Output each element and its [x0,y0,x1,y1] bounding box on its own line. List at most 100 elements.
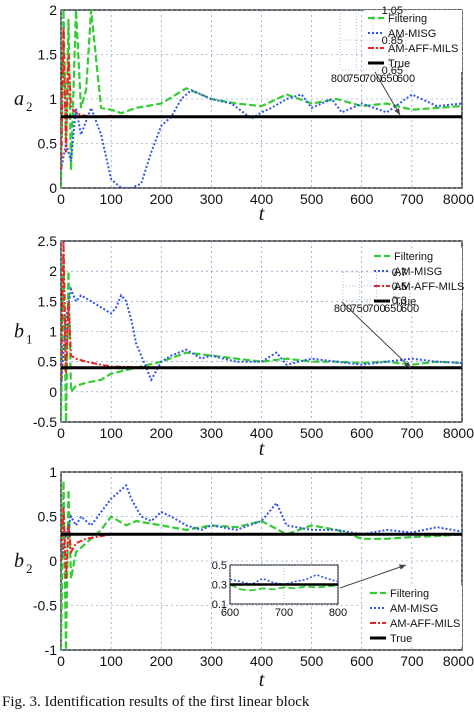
chart-panel-2: 0 100 200 300 400 500 600 700 8000-0.500.511.522… [14,233,474,460]
y-axis-label-subscript: 1 [26,332,33,347]
x-tick-label: 700 [400,425,424,441]
y-tick-label: -1 [45,642,58,658]
legend-label-am-misg: AM-MISG [388,28,436,40]
y-tick-label: 0 [49,384,57,400]
inset-x-tick-label: 750 [347,73,365,85]
x-tick-label: 300 [200,191,224,207]
y-tick-label: 2 [49,2,57,18]
inset-x-tick-label: 600 [401,303,419,315]
x-tick-label: 8000 [443,425,474,441]
x-axis-label: t [259,669,265,691]
inset-y-tick-label: 0.3 [392,295,407,307]
y-tick-label: 1.5 [38,47,58,63]
zoom-pointer-arrowhead [404,361,411,368]
y-tick-label: -0.5 [33,598,57,614]
x-tick-label: 8000 [443,653,474,669]
x-tick-label: 200 [150,653,174,669]
y-tick-label: 1 [49,324,57,340]
x-tick-label: 700 [400,653,424,669]
inset-x-tick-label: 600 [397,73,415,85]
chart-panel-3: 0 100 200 300 400 500 600 700 8000 -1 -0.5 0 0.5 1 b 2 t… [14,464,474,691]
y-tick-label: 1 [49,464,57,480]
inset-x-tick-label: 700 [275,607,293,619]
legend-label-filtering: Filtering [388,13,427,25]
x-tick-label: 0 [57,653,65,669]
inset-y-tick-label: 0.5 [392,281,407,293]
y-tick-label: -0.5 [33,414,57,430]
y-axis-label: b [14,550,24,572]
legend: Filtering AM-MISG AM-AFF-MILS True [364,10,462,72]
inset-x-tick-label: 800 [329,607,347,619]
x-tick-label: 100 [99,425,123,441]
inset-x-tick-label: 750 [351,303,369,315]
inset-zoom: 600 700 800 0.1 0.3 0.5 [212,560,347,619]
y-tick-label: 2.5 [38,233,58,249]
legend-label-am-misg: AM-MISG [394,266,442,278]
y-tick-label: 1.5 [38,293,58,309]
x-tick-label: 700 [400,191,424,207]
legend: Filtering AM-MISG AM-AFF-MILS True [366,585,462,647]
x-tick-label: 500 [300,191,324,207]
y-axis-label-subscript: 2 [26,99,33,114]
inset-x-tick-label: 650 [380,73,398,85]
inset-y-tick-label: 0.85 [382,35,403,47]
x-tick-label: 200 [150,425,174,441]
inset-x-tick-label: 600 [221,607,239,619]
legend-label-true: True [394,296,416,308]
x-tick-label: 0 [57,425,65,441]
inset-x-tick-label: 650 [384,303,402,315]
legend-label-filtering: Filtering [394,251,433,263]
x-tick-label: 300 [200,653,224,669]
legend-label-filtering: Filtering [390,588,429,600]
y-tick-label: 0.5 [38,354,58,370]
x-tick-label: 8000 [443,191,474,207]
inset-y-tick-label: 0.7 [392,267,407,279]
x-tick-label: 300 [200,425,224,441]
x-tick-label: 100 [99,653,123,669]
x-axis-label: t [259,203,265,225]
inset-y-tick-label: 1.05 [382,5,403,17]
legend-label-am-aff-mils: AM-AFF-MILS [394,281,464,293]
y-tick-label: 2 [49,263,57,279]
x-tick-label: 600 [350,653,374,669]
y-tick-label: 0 [49,553,57,569]
legend-label-am-misg: AM-MISG [390,603,438,615]
x-tick-label: 400 [250,425,274,441]
x-tick-label: 500 [300,653,324,669]
series-line-am-misg [61,88,462,188]
inset-x-tick-label: 800 [331,73,349,85]
series-line-filtering [61,480,462,650]
y-tick-label: 0 [49,180,57,196]
zoom-pointer-arrowhead [394,108,400,115]
x-axis-label: t [259,438,265,460]
zoom-pointer-arrowhead [399,564,406,570]
series-line-filtering [61,253,462,422]
legend-label-true: True [390,633,412,645]
x-tick-label: 600 [350,425,374,441]
inset-y-tick-label: 0.1 [212,599,227,611]
zoom-pointer-arrow [341,301,412,369]
y-tick-label: 0.5 [38,136,58,152]
y-axis-label: b [14,321,24,343]
inset-y-tick-label: 0.3 [212,580,227,592]
inset-series-line-filtering [230,583,338,592]
zoom-pointer-arrow [374,71,401,116]
y-axis-label-subscript: 2 [26,561,33,576]
inset-y-tick-label: 0.65 [382,65,403,77]
y-tick-label: 1 [49,91,57,107]
series-line-am-misg [61,285,462,386]
legend-label-am-aff-mils: AM-AFF-MILS [388,43,458,55]
legend-label-am-aff-mils: AM-AFF-MILS [390,618,460,630]
figure-caption: Fig. 3. Identification results of the fi… [2,694,310,710]
y-tick-label: 0.5 [38,509,58,525]
inset-x-tick-label: 700 [367,303,385,315]
x-tick-label: 200 [150,191,174,207]
inset-x-tick-label: 800 [334,303,352,315]
y-axis-label: a [14,88,24,110]
inset-y-tick-label: 0.5 [212,560,227,572]
x-tick-label: 100 [99,191,123,207]
